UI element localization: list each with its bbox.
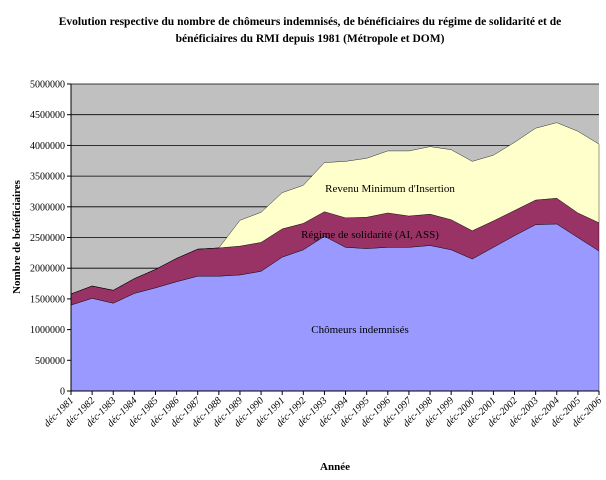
x-tick-labels: déc-1981déc-1982déc-1983déc-1984déc-1985… (42, 391, 604, 429)
series-label-chomeurs: Chômeurs indemnisés (311, 324, 408, 336)
chart-title-line-1: Evolution respective du nombre de chômeu… (58, 16, 562, 28)
area-series-3 (70, 122, 600, 295)
y-tick-label: 2500000 (30, 233, 65, 244)
chart-title: Evolution respective du nombre de chômeu… (40, 14, 580, 47)
y-tick-labels: 0 500000 1000000 1500000 2000000 2500000 30000… (30, 80, 65, 398)
y-axis-title: Nombre de bénéficiaires (11, 179, 23, 294)
y-tick-label: 1500000 (30, 294, 65, 305)
y-tick-label: 500000 (35, 356, 65, 367)
series-label-rmi: Revenu Minimum d'Insertion (325, 183, 455, 195)
y-tick-label: 3500000 (30, 172, 65, 183)
series-label-solidarite: Régime de solidarité (AI, ASS) (301, 229, 439, 241)
y-tick-label: 2000000 (30, 264, 65, 275)
x-axis-title: Année (320, 461, 350, 473)
y-tick-label: 5000000 (30, 80, 65, 91)
y-tick-label: 3000000 (30, 202, 65, 213)
y-tick-label: 4000000 (30, 141, 65, 152)
series-areas (70, 122, 600, 392)
y-tick-label: 0 (60, 387, 65, 398)
y-tick-label: 1000000 (30, 325, 65, 336)
y-tick-label: 4500000 (30, 110, 65, 121)
chart-title-line-2: bénéficiaires du RMI depuis 1981 (Métrop… (175, 32, 445, 45)
